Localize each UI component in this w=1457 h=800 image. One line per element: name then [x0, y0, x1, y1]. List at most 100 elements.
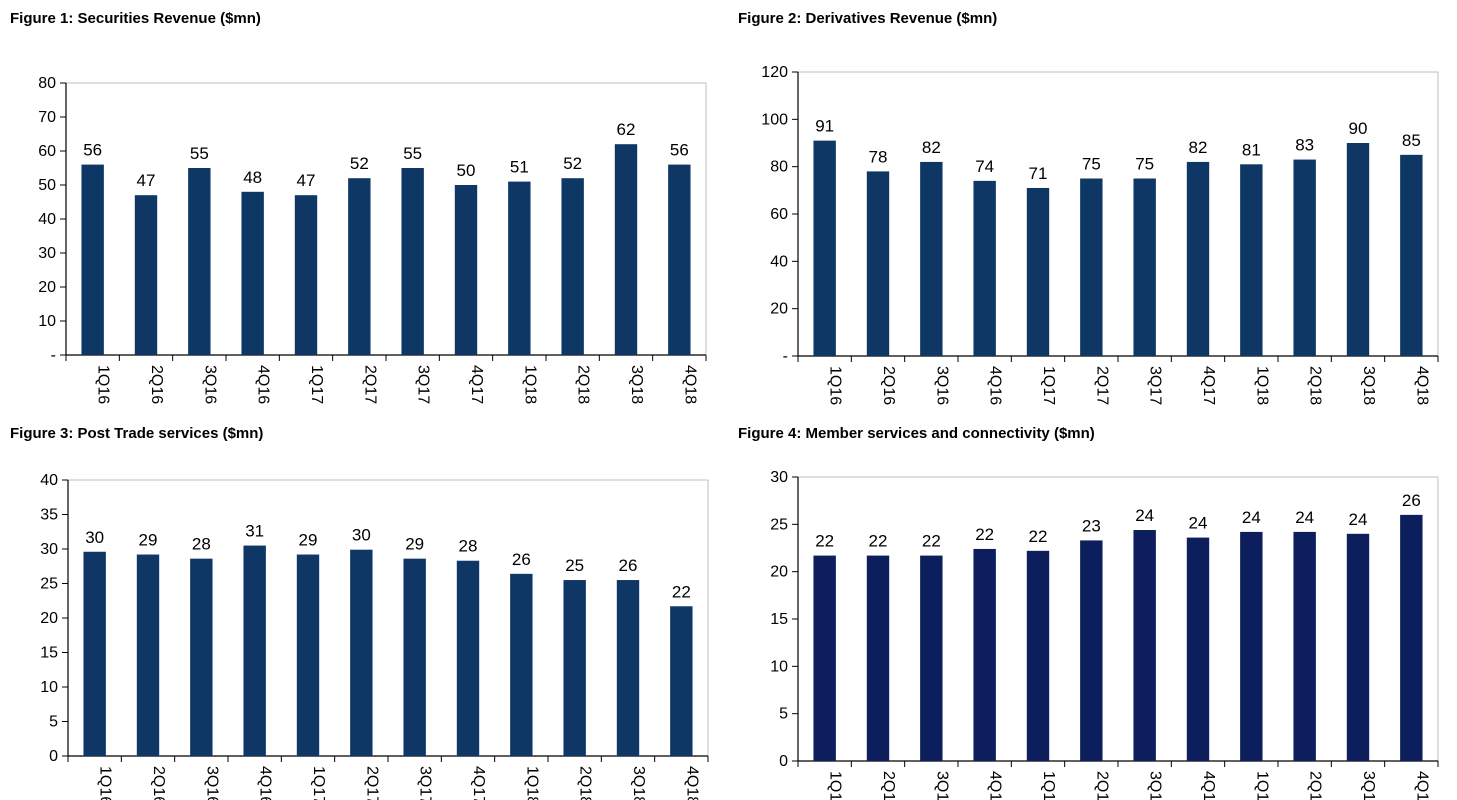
- x-tick-label: 4Q17: [470, 766, 487, 800]
- x-tick-label: 1Q18: [521, 365, 538, 404]
- bar-2Q16: [134, 195, 158, 355]
- figure-2-chart: - 20 40 60 80 100 120 91 1Q16 78 2Q16 82 3Q16 74 4Q16 7…: [761, 64, 1439, 405]
- data-label: 75: [1135, 155, 1154, 174]
- data-label: 22: [1029, 527, 1048, 546]
- bar-4Q17: [1186, 537, 1210, 761]
- bar-3Q16: [190, 558, 213, 756]
- x-tick-label: 2Q17: [361, 365, 378, 404]
- bar-3Q18: [1346, 533, 1370, 761]
- data-label: 82: [922, 138, 941, 157]
- figure-3-panel: Figure 3: Post Trade services ($mn) 0 5 10…: [10, 425, 710, 800]
- figure-4-panel: Figure 4: Member services and connectivi…: [738, 425, 1448, 800]
- x-tick-label: 1Q17: [1040, 771, 1057, 800]
- y-tick-label: 20: [770, 301, 788, 318]
- data-label: 22: [672, 582, 691, 601]
- x-tick-label: 3Q18: [628, 365, 645, 404]
- y-tick-label: 60: [38, 143, 56, 160]
- data-label: 91: [815, 117, 834, 136]
- bar-2Q17: [1080, 178, 1103, 356]
- data-label: 22: [922, 532, 941, 551]
- data-label: 56: [83, 141, 102, 160]
- x-tick-label: 2Q17: [363, 766, 380, 800]
- x-tick-label: 3Q18: [1360, 771, 1377, 800]
- x-tick-label: 3Q18: [630, 766, 647, 800]
- bar-4Q16: [973, 180, 996, 356]
- x-tick-label: 4Q16: [987, 771, 1004, 800]
- x-tick-label: 4Q16: [257, 766, 274, 800]
- bar-2Q16: [866, 555, 890, 761]
- data-label: 28: [459, 537, 478, 556]
- x-tick-label: 2Q17: [1093, 771, 1110, 800]
- x-tick-label: 1Q16: [827, 771, 844, 800]
- data-label: 23: [1082, 516, 1101, 535]
- bar-3Q17: [403, 558, 426, 756]
- x-tick-label: 4Q18: [1413, 771, 1430, 800]
- x-tick-label: 2Q16: [880, 771, 897, 800]
- data-label: 78: [869, 147, 888, 166]
- x-tick-label: 3Q16: [203, 766, 220, 800]
- x-tick-label: 1Q16: [827, 366, 844, 405]
- data-label: 22: [975, 525, 994, 544]
- y-tick-label: 80: [38, 75, 56, 92]
- data-label: 24: [1189, 514, 1208, 533]
- bar-2Q16: [136, 554, 160, 756]
- data-label: 75: [1082, 155, 1101, 174]
- y-tick-label: 25: [770, 516, 788, 533]
- data-label: 83: [1295, 136, 1314, 155]
- data-label: 47: [297, 171, 316, 190]
- bar-4Q18: [670, 606, 693, 756]
- bar-3Q17: [401, 168, 424, 355]
- data-label: 62: [617, 120, 636, 139]
- bar-1Q16: [81, 164, 104, 355]
- x-tick-label: 2Q18: [1307, 771, 1324, 800]
- bar-2Q16: [866, 171, 890, 356]
- bar-2Q18: [563, 580, 586, 756]
- x-tick-label: 3Q17: [415, 365, 432, 404]
- data-label: 22: [815, 532, 834, 551]
- data-label: 26: [619, 556, 638, 575]
- data-label: 30: [352, 526, 371, 545]
- bar-1Q17: [1026, 550, 1050, 761]
- x-tick-label: 4Q17: [1200, 366, 1217, 405]
- figure-3-title: Figure 3: Post Trade services ($mn): [10, 425, 264, 442]
- data-label: 56: [670, 141, 689, 160]
- bar-3Q18: [1346, 143, 1370, 356]
- data-label: 30: [85, 528, 104, 547]
- x-tick-label: 1Q18: [1253, 366, 1270, 405]
- x-tick-label: 4Q16: [255, 365, 272, 404]
- x-tick-label: 1Q16: [95, 365, 112, 404]
- y-tick-label: 20: [38, 279, 56, 296]
- x-tick-label: 4Q18: [1413, 366, 1430, 405]
- bar-2Q17: [348, 178, 371, 355]
- x-tick-label: 3Q16: [933, 366, 950, 405]
- x-tick-label: 1Q17: [1040, 366, 1057, 405]
- y-tick-label: 30: [40, 541, 58, 558]
- x-tick-label: 3Q17: [1147, 366, 1164, 405]
- x-tick-label: 2Q18: [575, 365, 592, 404]
- data-label: 74: [975, 157, 994, 176]
- bar-4Q16: [243, 545, 266, 756]
- plot-area-frame: [67, 479, 709, 757]
- bar-2Q18: [1293, 531, 1316, 761]
- figure-1-panel: Figure 1: Securities Revenue ($mn) - 10 20…: [10, 10, 710, 404]
- bar-2Q18: [1293, 159, 1316, 356]
- data-label: 25: [565, 556, 584, 575]
- x-tick-label: 4Q17: [1200, 771, 1217, 800]
- y-tick-label: 10: [40, 679, 58, 696]
- data-label: 24: [1135, 506, 1154, 525]
- data-label: 55: [403, 144, 422, 163]
- bar-1Q18: [508, 181, 531, 355]
- data-label: 29: [139, 531, 158, 550]
- bar-1Q17: [1026, 187, 1050, 356]
- bar-1Q16: [813, 140, 836, 356]
- data-label: 29: [299, 531, 318, 550]
- data-label: 85: [1402, 131, 1421, 150]
- bar-4Q16: [973, 548, 996, 761]
- bar-4Q18: [1400, 154, 1423, 356]
- y-tick-label: 30: [38, 245, 56, 262]
- x-tick-label: 3Q16: [933, 771, 950, 800]
- data-label: 55: [190, 144, 209, 163]
- plot-area-frame: [797, 476, 1439, 762]
- x-tick-label: 2Q16: [150, 766, 167, 800]
- bar-2Q17: [350, 549, 373, 756]
